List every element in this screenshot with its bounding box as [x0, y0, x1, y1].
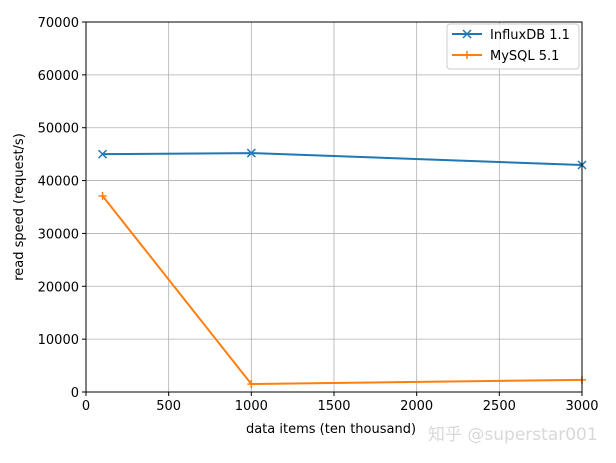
series-mysql-5-1: [98, 191, 586, 389]
y-tick-label: 70000: [38, 16, 79, 31]
legend: InfluxDB 1.1 MySQL 5.1: [446, 23, 580, 70]
y-tick-label: 50000: [38, 122, 79, 137]
x-tick-label: 2000: [400, 399, 433, 414]
y-tick-label: 40000: [38, 175, 79, 190]
x-tick-label: 1500: [317, 399, 350, 414]
watermark: 知乎 @superstar001: [428, 425, 598, 445]
y-tick-label: 30000: [38, 227, 79, 242]
legend-label: InfluxDB 1.1: [490, 28, 570, 43]
y-axis-label: read speed (request/s): [12, 133, 27, 281]
x-tick-label: 500: [156, 399, 181, 414]
y-tick-label: 20000: [38, 280, 79, 295]
x-tick-label: 1000: [235, 399, 268, 414]
series-influxdb-1-1: [98, 148, 587, 170]
y-axis: 0 10000 20000 30000 40000 50000 60000 70000: [38, 16, 86, 401]
x-tick-label: 0: [82, 399, 90, 414]
x-tick-label: 3000: [565, 399, 598, 414]
y-tick-label: 10000: [38, 333, 79, 348]
x-axis-label: data items (ten thousand): [246, 422, 416, 437]
x-axis: 0 500 1000 1500 2000 2500 3000: [82, 392, 599, 414]
x-tick-label: 2500: [483, 399, 516, 414]
legend-label: MySQL 5.1: [490, 49, 559, 64]
y-tick-label: 0: [71, 386, 79, 401]
y-tick-label: 60000: [38, 69, 79, 84]
grid: [85, 21, 583, 393]
